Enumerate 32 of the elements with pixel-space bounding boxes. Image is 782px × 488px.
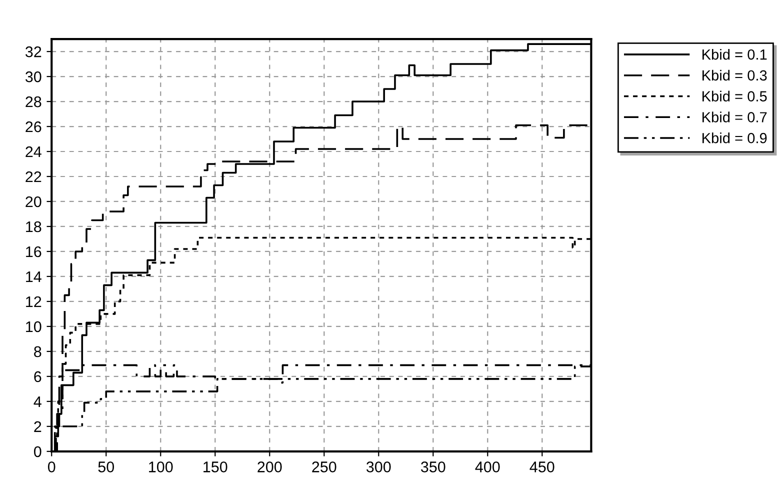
y-tick-label: 32 bbox=[25, 46, 42, 58]
y-tick-label: 8 bbox=[34, 346, 42, 358]
legend-label: Kbid = 0.5 bbox=[702, 90, 767, 102]
y-tick-label: 20 bbox=[26, 196, 42, 208]
x-tick-label: 0 bbox=[48, 462, 56, 472]
y-tick-label: 6 bbox=[34, 371, 42, 382]
y-tick-label: 4 bbox=[34, 396, 42, 407]
x-tick-label: 50 bbox=[98, 462, 114, 472]
x-tick-label: 300 bbox=[366, 462, 391, 472]
y-tick-label: 26 bbox=[26, 121, 42, 132]
y-tick-label: 28 bbox=[26, 96, 42, 108]
y-tick-label: 16 bbox=[26, 246, 42, 258]
legend-label: Kbid = 0.3 bbox=[702, 70, 767, 81]
y-tick-label: 22 bbox=[26, 171, 42, 182]
x-tick-label: 250 bbox=[312, 462, 336, 472]
y-tick-label: 0 bbox=[34, 446, 42, 458]
y-tick-label: 24 bbox=[26, 146, 42, 158]
y-tick-label: 18 bbox=[26, 221, 42, 232]
x-tick-label: 350 bbox=[420, 462, 446, 472]
x-tick-label: 400 bbox=[475, 462, 500, 472]
y-tick-label: 30 bbox=[25, 71, 42, 82]
legend-label: Kbid = 0.7 bbox=[702, 112, 767, 122]
y-tick-label: 10 bbox=[26, 321, 42, 332]
x-tick-label: 450 bbox=[530, 462, 554, 472]
y-tick-label: 14 bbox=[26, 271, 42, 282]
y-tick-label: 2 bbox=[34, 421, 42, 432]
y-tick-label: 12 bbox=[26, 296, 42, 307]
legend-label: Kbid = 0.1 bbox=[702, 48, 767, 60]
x-tick-label: 100 bbox=[149, 462, 173, 472]
x-tick-label: 150 bbox=[204, 462, 228, 472]
x-tick-label: 200 bbox=[258, 462, 282, 472]
legend-label: Kbid = 0.9 bbox=[702, 132, 767, 144]
